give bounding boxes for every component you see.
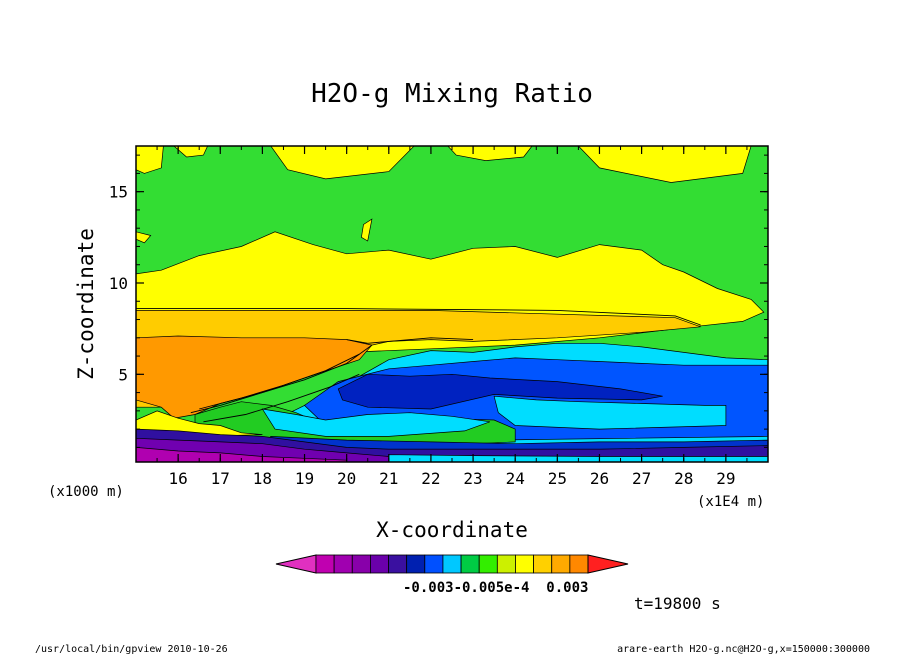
x-axis-label: X-coordinate <box>376 518 528 542</box>
colorbar-over-arrow <box>587 554 629 574</box>
colorbar-swatch <box>478 554 498 574</box>
x-tick-label: 22 <box>421 469 440 488</box>
colorbar-swatch <box>369 554 389 574</box>
contour-line-2 <box>190 344 373 414</box>
x-axis-unit: (x1E4 m) <box>697 494 764 510</box>
contour-lines <box>136 308 701 423</box>
colorbar-swatch <box>515 554 535 574</box>
region-yellow-small-2 <box>361 218 373 242</box>
colorbar-swatch <box>460 554 480 574</box>
colorbar-swatch <box>333 554 353 574</box>
contour-line-3 <box>199 353 360 410</box>
region-yellow-small <box>136 231 152 244</box>
colorbar-swatch <box>351 554 371 574</box>
contour-line-1 <box>346 337 474 344</box>
x-tick-label: 23 <box>463 469 482 488</box>
colorbar-swatch <box>315 554 335 574</box>
chart-title: H2O-g Mixing Ratio <box>311 79 593 109</box>
x-tick-label: 25 <box>548 469 567 488</box>
x-tick-label: 17 <box>211 469 230 488</box>
y-tick-label: 10 <box>109 274 128 293</box>
plot-area <box>136 146 768 462</box>
region-yellow-top-5 <box>577 146 752 183</box>
region-yellow-top-1 <box>136 146 164 174</box>
colorbar-swatch <box>496 554 516 574</box>
region-cyan-inner <box>493 395 727 430</box>
region-yellow-top-3 <box>270 146 415 180</box>
region-cyan-low <box>261 408 491 437</box>
x-tick-label: 20 <box>337 469 356 488</box>
x-tick-label: 24 <box>506 469 525 488</box>
colorbar-swatch <box>424 554 444 574</box>
colorbar <box>275 554 629 574</box>
contour-line-0 <box>136 308 701 326</box>
colorbar-swatch <box>406 554 426 574</box>
y-tick-label: 15 <box>109 183 128 202</box>
x-tick-label: 16 <box>169 469 188 488</box>
colorbar-swatch <box>388 554 408 574</box>
x-tick-label: 19 <box>295 469 314 488</box>
y-axis-unit: (x1000 m) <box>48 484 124 500</box>
y-tick-label: 5 <box>118 365 128 384</box>
x-tick-label: 28 <box>674 469 693 488</box>
y-axis-label: Z-coordinate <box>74 228 98 380</box>
footer-left: /usr/local/bin/gpview 2010-10-26 <box>35 644 228 654</box>
x-tick-label: 21 <box>379 469 398 488</box>
time-label: t=19800 s <box>634 594 721 613</box>
colorbar-swatch <box>569 554 589 574</box>
colorbar-tick-labels: -0.003-0.005e-4 0.003 <box>403 580 588 596</box>
x-tick-label: 18 <box>253 469 272 488</box>
x-tick-label: 29 <box>716 469 735 488</box>
footer-right: arare-earth_H2O-g.nc@H2O-g,x=150000:3000… <box>617 644 870 654</box>
contour-line-4 <box>203 373 360 423</box>
region-yellow-top-4 <box>447 146 533 161</box>
region-dark-blue <box>337 373 663 410</box>
colorbar-swatch <box>533 554 553 574</box>
x-tick-label: 26 <box>590 469 609 488</box>
colorbar-under-arrow <box>275 554 317 574</box>
colorbar-swatch <box>551 554 571 574</box>
y-axis: 5 10 15 <box>109 154 768 448</box>
x-tick-label: 27 <box>632 469 651 488</box>
x-axis: 16 17 18 19 20 21 22 23 24 25 26 27 28 29 <box>135 146 769 488</box>
colorbar-swatch <box>442 554 462 574</box>
